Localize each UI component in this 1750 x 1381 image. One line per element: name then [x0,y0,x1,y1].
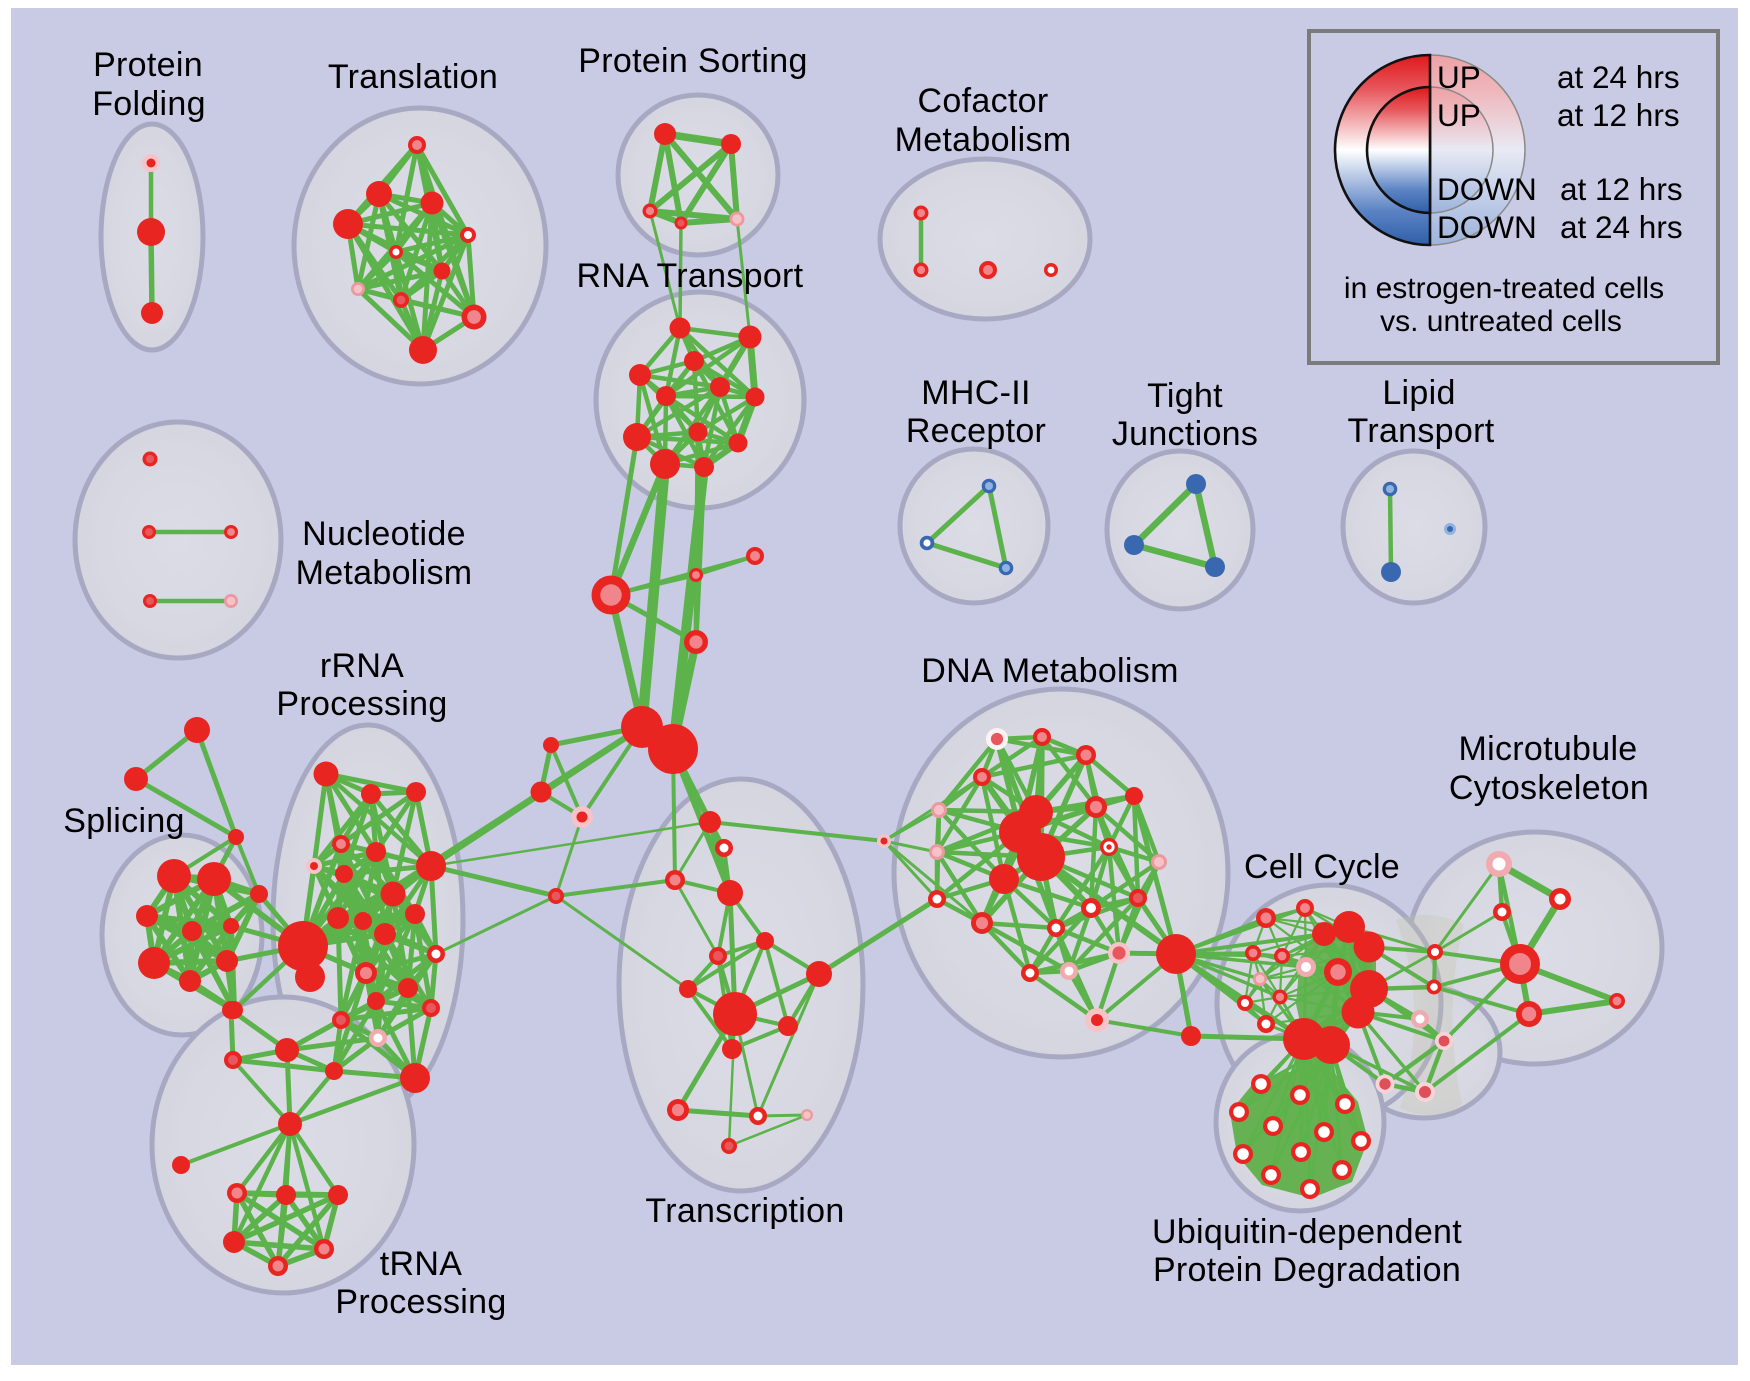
svg-text:Processing: Processing [276,685,447,723]
svg-text:Microtubule: Microtubule [1458,730,1637,768]
svg-text:Cell Cycle: Cell Cycle [1244,848,1400,886]
svg-text:DOWN: DOWN [1437,209,1537,245]
svg-text:MHC-II: MHC-II [921,374,1030,412]
svg-text:Metabolism: Metabolism [895,121,1072,159]
svg-text:at 24 hrs: at 24 hrs [1557,59,1680,95]
svg-text:Cofactor: Cofactor [918,82,1049,120]
svg-text:UP: UP [1437,59,1481,95]
svg-text:Receptor: Receptor [906,412,1046,450]
svg-text:RNA Transport: RNA Transport [577,257,804,295]
svg-text:at 24 hrs: at 24 hrs [1560,209,1683,245]
svg-text:Cytoskeleton: Cytoskeleton [1449,769,1649,807]
svg-text:Translation: Translation [328,58,498,96]
svg-text:Processing: Processing [335,1283,506,1321]
svg-text:Junctions: Junctions [1112,415,1258,453]
svg-text:Transport: Transport [1348,412,1495,450]
svg-text:tRNA: tRNA [380,1245,462,1283]
svg-text:in estrogen-treated cells: in estrogen-treated cells [1344,272,1664,305]
svg-text:DOWN: DOWN [1437,171,1537,207]
svg-text:Protein Degradation: Protein Degradation [1153,1251,1461,1289]
svg-text:DNA Metabolism: DNA Metabolism [921,652,1178,690]
svg-text:Nucleotide: Nucleotide [302,515,466,553]
svg-text:Ubiquitin-dependent: Ubiquitin-dependent [1152,1213,1462,1251]
svg-text:UP: UP [1437,97,1481,133]
svg-text:Lipid: Lipid [1382,374,1455,412]
svg-text:Folding: Folding [92,85,206,123]
svg-text:Splicing: Splicing [63,802,184,840]
svg-text:Protein Sorting: Protein Sorting [578,42,807,80]
svg-text:Tight: Tight [1147,377,1223,415]
svg-text:at 12 hrs: at 12 hrs [1557,97,1680,133]
svg-text:Transcription: Transcription [645,1192,844,1230]
svg-text:vs. untreated cells: vs. untreated cells [1380,305,1622,338]
svg-text:Protein: Protein [93,46,203,84]
svg-text:at 12 hrs: at 12 hrs [1560,171,1683,207]
svg-text:rRNA: rRNA [320,647,404,685]
svg-text:Metabolism: Metabolism [296,554,473,592]
